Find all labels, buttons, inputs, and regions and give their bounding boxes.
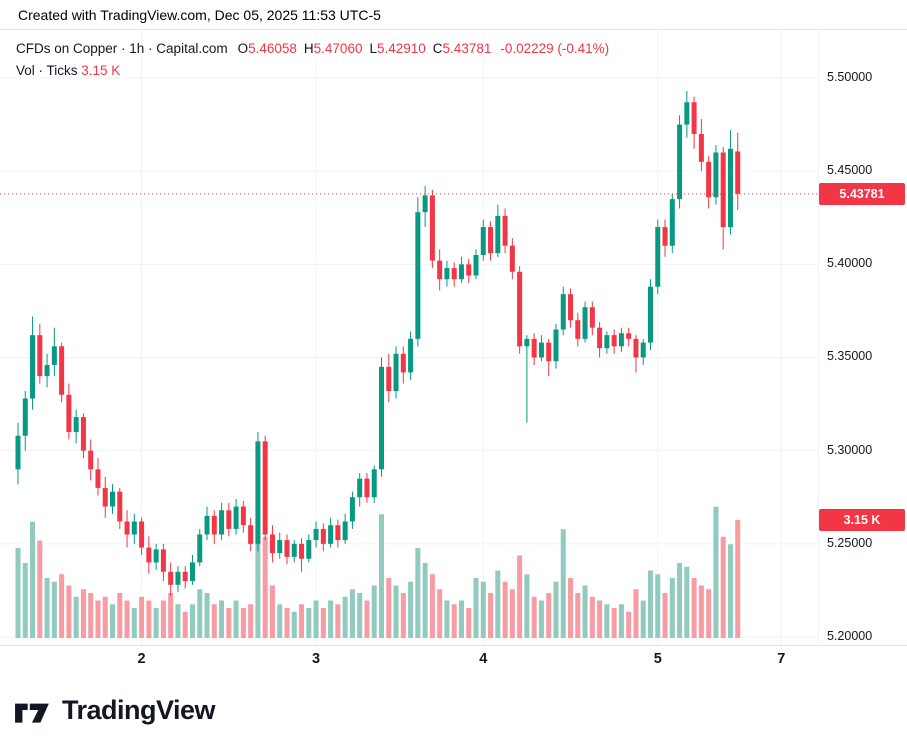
chart-legend: CFDs on Copper · 1h · Capital.com O5.4605… — [16, 38, 609, 82]
price-tick-label: 5.25000 — [827, 535, 873, 550]
brand-wordmark[interactable]: TradingView — [62, 695, 216, 725]
tradingview-logo-icon[interactable] — [14, 696, 52, 726]
time-tick-label: 2 — [137, 651, 146, 667]
attribution-bar: Created with TradingView.com, Dec 05, 20… — [0, 0, 907, 30]
candlestick-chart[interactable] — [0, 30, 818, 645]
chart-pane: CFDs on Copper · 1h · Capital.com O5.4605… — [0, 30, 907, 645]
volume-value: 3.15 K — [81, 63, 121, 78]
price-tick-label: 5.30000 — [827, 442, 873, 457]
high-label: H — [303, 41, 314, 56]
change-value: -0.02229 (-0.41%) — [500, 41, 610, 56]
time-tick-label: 4 — [479, 651, 488, 667]
price-tick-label: 5.20000 — [827, 628, 873, 643]
open-value: 5.46058 — [248, 41, 297, 56]
open-label: O — [237, 41, 249, 56]
attribution-text: Created with TradingView.com, Dec 05, 20… — [18, 6, 381, 23]
volume-label: Vol · Ticks — [16, 63, 78, 78]
time-tick-label: 3 — [312, 651, 321, 667]
low-label: L — [369, 41, 377, 56]
price-tick-label: 5.35000 — [827, 349, 873, 364]
last-price-badge: 5.43781 — [819, 182, 905, 205]
footer: TradingView — [0, 675, 907, 746]
price-tick-label: 5.50000 — [827, 70, 873, 84]
low-value: 5.42910 — [376, 41, 426, 56]
symbol-title: CFDs on Copper · 1h · Capital.com — [16, 41, 228, 56]
high-value: 5.47060 — [313, 41, 363, 56]
close-label: C — [432, 41, 443, 56]
legend-line-volume: Vol · Ticks 3.15 K — [16, 60, 609, 82]
time-tick-label: 5 — [653, 651, 662, 667]
time-axis[interactable]: 2 3 4 5 7 — [0, 645, 907, 675]
price-tick-label: 5.45000 — [827, 163, 873, 178]
time-tick-label: 7 — [777, 651, 786, 667]
price-axis[interactable]: 5.50000 5.45000 5.40000 5.35000 5.30000 5.250… — [818, 30, 907, 645]
last-volume-badge: 3.15 K — [819, 508, 905, 531]
price-tick-label: 5.40000 — [827, 256, 873, 271]
legend-line-ohlc: CFDs on Copper · 1h · Capital.com O5.4605… — [16, 38, 609, 60]
close-value: 5.43781 — [442, 41, 492, 56]
